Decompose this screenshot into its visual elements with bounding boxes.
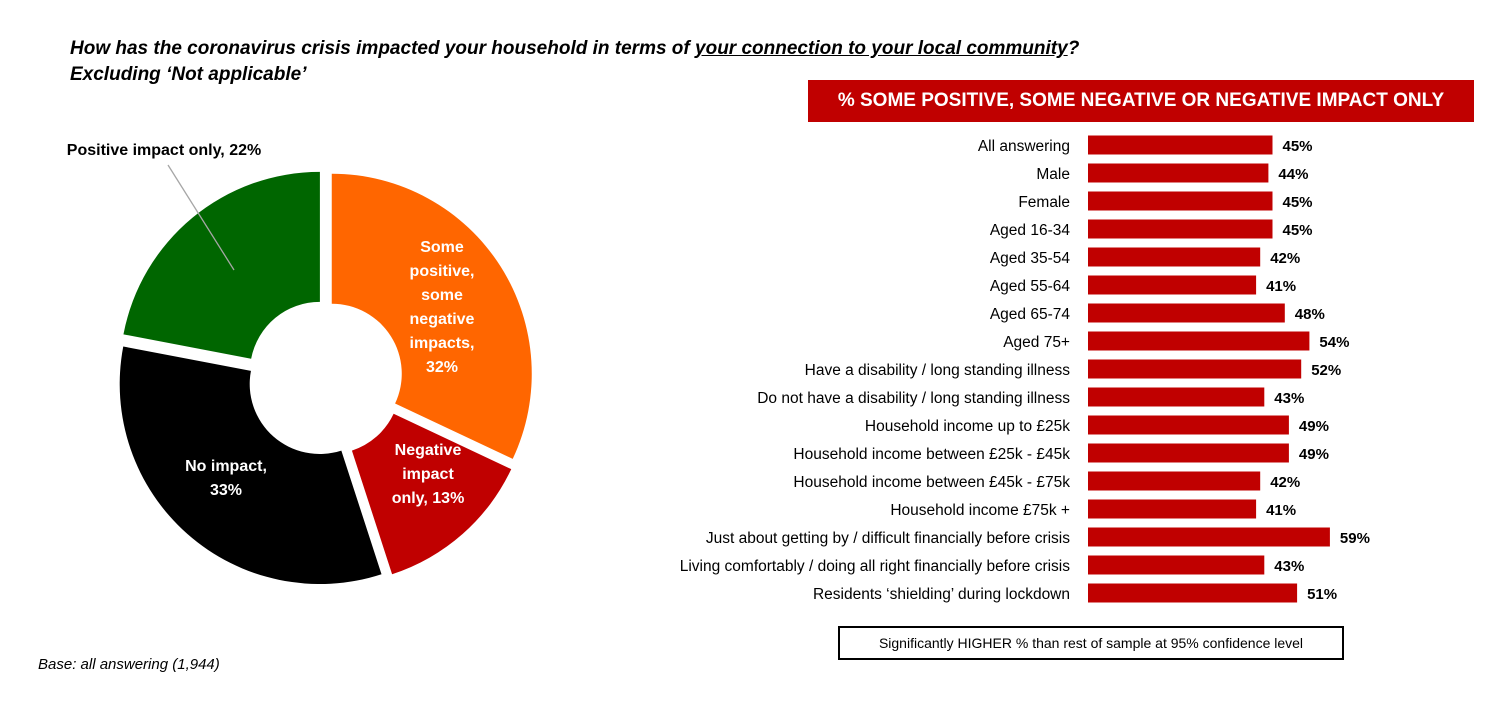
bar-value-label: 45% (1283, 222, 1313, 239)
bar-category-label: Household income £75k + (890, 502, 1070, 519)
bar-value-label: 48% (1295, 306, 1325, 323)
bar (1088, 415, 1289, 435)
bar-category-label: Household income between £25k - £45k (793, 446, 1070, 463)
bar-category-label: Aged 16-34 (990, 222, 1071, 239)
bar (1088, 219, 1273, 239)
bar-value-label: 41% (1266, 502, 1296, 519)
donut-slice-label: Positive impact only, 22% (67, 142, 261, 159)
bar-value-label: 45% (1283, 138, 1313, 155)
bar-value-label: 42% (1270, 250, 1300, 267)
bar (1088, 387, 1265, 407)
bar-category-label: Do not have a disability / long standing… (757, 390, 1070, 407)
bar-value-label: 43% (1274, 558, 1304, 575)
bar-category-label: Just about getting by / difficult financ… (706, 530, 1070, 547)
bar-category-label: Household income up to £25k (865, 418, 1070, 435)
bar-category-label: Household income between £45k - £75k (793, 474, 1070, 491)
bar-value-label: 52% (1311, 362, 1341, 379)
bar (1088, 191, 1273, 211)
bar-category-label: Female (1018, 194, 1070, 211)
bar-value-label: 42% (1270, 474, 1300, 491)
bar (1088, 499, 1257, 519)
bar-value-label: 41% (1266, 278, 1296, 295)
question-line-1: How has the coronavirus crisis impacted … (70, 38, 1080, 59)
bar (1088, 247, 1261, 267)
bar (1088, 443, 1289, 463)
base-note: Base: all answering (1,944) (38, 656, 220, 673)
bar-category-label: All answering (978, 138, 1070, 155)
bar (1088, 471, 1261, 491)
bar-value-label: 49% (1299, 418, 1329, 435)
bar-value-label: 54% (1319, 334, 1349, 351)
significance-legend: Significantly HIGHER % than rest of samp… (838, 626, 1344, 660)
bar-value-label: 43% (1274, 390, 1304, 407)
bar-value-label: 45% (1283, 194, 1313, 211)
donut-slice-label: Negative impact only, 13% (392, 442, 465, 507)
bar (1088, 583, 1298, 603)
donut-slice-label: Some positive, some negative impacts, 32% (410, 239, 475, 376)
donut-chart: Some positive, some negative impacts, 32% Nega… (67, 142, 532, 585)
bar (1088, 163, 1269, 183)
bar-category-label: Have a disability / long standing illnes… (805, 362, 1071, 379)
bar (1088, 359, 1302, 379)
bar (1088, 331, 1310, 351)
bar-value-label: 59% (1340, 530, 1370, 547)
bar (1088, 135, 1273, 155)
donut-leader-line (167, 164, 235, 271)
bar-value-label: 51% (1307, 586, 1337, 603)
donut-slice (123, 171, 320, 359)
bar-category-label: Male (1036, 166, 1070, 183)
bar (1088, 275, 1257, 295)
bar (1088, 555, 1265, 575)
bar (1088, 527, 1330, 547)
donut-slice (119, 346, 382, 585)
question-line-2: Excluding ‘Not applicable’ (70, 64, 307, 85)
donut-slice-label: No impact, 33% (185, 458, 267, 499)
bar-chart-banner: % SOME POSITIVE, SOME NEGATIVE OR NEGATI… (808, 80, 1474, 122)
bar-category-label: Aged 65-74 (990, 306, 1071, 323)
question-title: How has the coronavirus crisis impacted … (70, 36, 1079, 88)
donut-slice (331, 173, 532, 459)
bar-category-label: Aged 35-54 (990, 250, 1071, 267)
bar (1088, 303, 1285, 323)
bar-category-label: Aged 75+ (1003, 334, 1070, 351)
bar-category-label: Residents ‘shielding’ during lockdown (813, 586, 1070, 603)
bar-category-label: Living comfortably / doing all right fin… (680, 558, 1071, 575)
donut-slice (351, 413, 512, 575)
bar-value-label: 44% (1278, 166, 1308, 183)
question-underlined: your connection to your local community (695, 38, 1068, 59)
bar-value-label: 49% (1299, 446, 1329, 463)
bar-category-label: Aged 55-64 (990, 278, 1071, 295)
